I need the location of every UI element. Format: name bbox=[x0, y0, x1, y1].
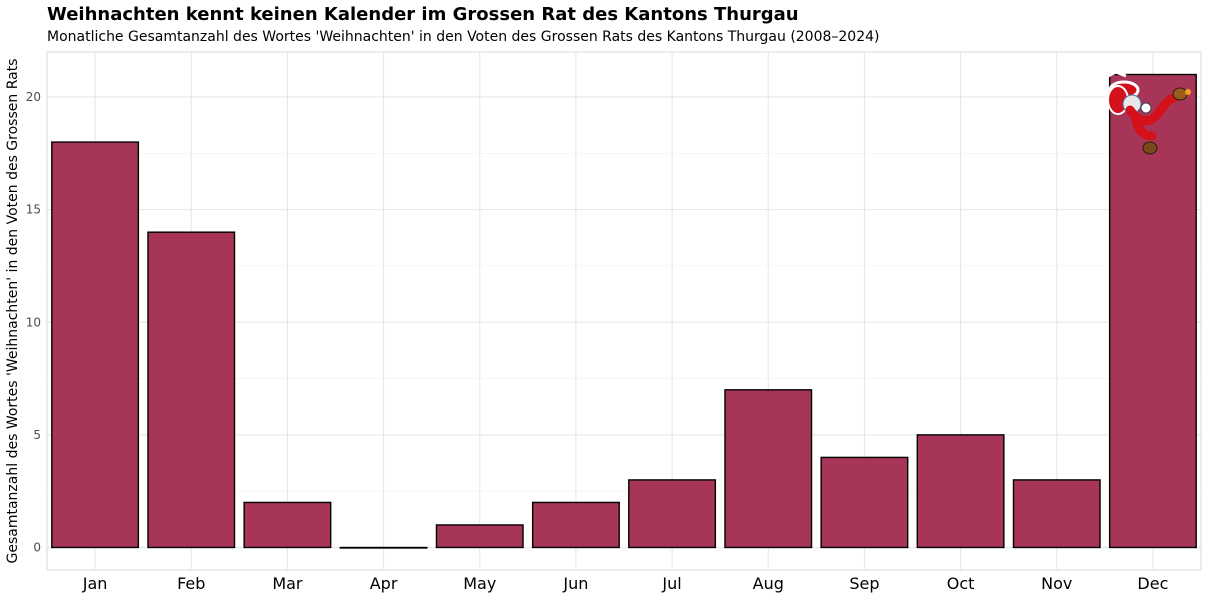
bar-jul bbox=[628, 479, 717, 549]
bar-apr bbox=[339, 546, 428, 549]
x-tick-label-oct: Oct bbox=[947, 574, 975, 593]
bar-jun bbox=[531, 501, 620, 549]
x-tick-label-jun: Jun bbox=[562, 574, 588, 593]
bar-may bbox=[435, 524, 524, 549]
x-tick-label-jan: Jan bbox=[82, 574, 108, 593]
x-tick-label-apr: Apr bbox=[370, 574, 398, 593]
y-tick-label: 0 bbox=[33, 540, 41, 554]
y-tick-label: 20 bbox=[26, 90, 41, 104]
x-tick-label-mar: Mar bbox=[272, 574, 303, 593]
chart-title: Weihnachten kennt keinen Kalender im Gro… bbox=[47, 4, 799, 25]
plot-panel bbox=[46, 51, 1202, 571]
bar-jan bbox=[51, 141, 140, 549]
bar-mar bbox=[243, 501, 332, 549]
x-tick-label-may: May bbox=[463, 574, 496, 593]
x-axis-ticks: Jan Feb Mar Apr May Jun Jul Aug Sep Oct Nov Dec bbox=[82, 574, 1169, 593]
y-tick-label: 10 bbox=[26, 315, 41, 329]
chart-subtitle: Monatliche Gesamtanzahl des Wortes 'Weih… bbox=[47, 29, 880, 45]
bar-sep bbox=[820, 456, 909, 549]
y-axis-label: Gesamtanzahl des Wortes 'Weihnachten' in… bbox=[5, 59, 21, 564]
bar-feb bbox=[147, 231, 236, 549]
y-tick-label: 15 bbox=[26, 203, 41, 217]
bar-oct bbox=[916, 434, 1005, 549]
x-tick-label-feb: Feb bbox=[177, 574, 205, 593]
x-tick-label-aug: Aug bbox=[753, 574, 784, 593]
x-tick-label-jul: Jul bbox=[661, 574, 681, 593]
y-axis-ticks: 0 5 10 15 20 bbox=[26, 90, 41, 554]
x-tick-label-nov: Nov bbox=[1041, 574, 1072, 593]
bar-aug bbox=[724, 389, 813, 549]
x-tick-label-sep: Sep bbox=[849, 574, 879, 593]
y-tick-label: 5 bbox=[33, 428, 41, 442]
santa-claus-icon bbox=[1107, 70, 1191, 155]
x-tick-label-dec: Dec bbox=[1137, 574, 1168, 593]
bar-nov bbox=[1012, 479, 1101, 549]
